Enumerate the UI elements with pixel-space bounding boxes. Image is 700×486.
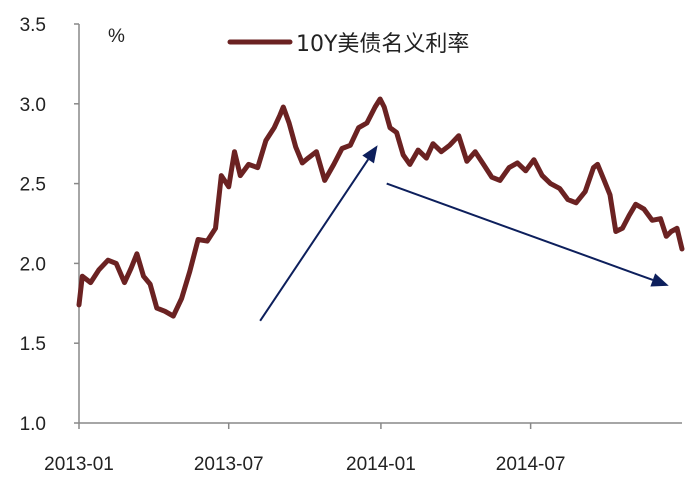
x-tick-label: 2013-07 [194, 454, 264, 475]
y-tick-label: 2.0 [20, 254, 46, 275]
x-axis-ticks: 2013-01 2013-07 2014-01 2014-07 [44, 423, 565, 475]
legend-label: 10Y美债名义利率 [296, 32, 469, 57]
series-line [76, 96, 685, 319]
y-tick-label: 3.0 [20, 95, 46, 116]
trend-arrow-head [650, 273, 669, 287]
chart-legend: 10Y美债名义利率 [227, 32, 469, 57]
y-tick-label: 1.0 [20, 414, 46, 435]
series-group [76, 96, 685, 319]
annotation-arrows [259, 145, 669, 322]
x-tick-label: 2013-01 [44, 454, 114, 475]
y-tick-label: 2.5 [20, 175, 46, 196]
y-tick-label: 3.5 [20, 15, 46, 36]
y-unit-label: % [108, 26, 125, 47]
trend-arrow-head [362, 145, 378, 164]
y-axis-ticks: 1.0 1.5 2.0 2.5 3.0 3.5 [20, 15, 79, 435]
chart-axes [78, 24, 682, 424]
trend-arrow-line [386, 182, 654, 281]
x-tick-label: 2014-01 [346, 454, 416, 475]
trend-arrow-line [259, 158, 369, 322]
y-tick-label: 1.5 [20, 334, 46, 355]
x-tick-label: 2014-07 [496, 454, 566, 475]
